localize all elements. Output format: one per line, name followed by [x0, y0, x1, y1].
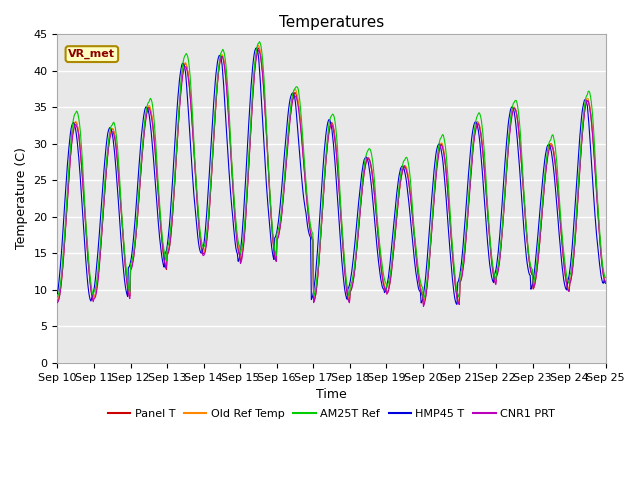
AM25T Ref: [255, 39, 263, 45]
Panel T: [205, 220, 212, 226]
AM25T Ref: [602, 275, 609, 280]
Panel T: [54, 298, 61, 303]
CNR1 PRT: [63, 198, 71, 204]
Line: Panel T: Panel T: [58, 48, 605, 304]
CNR1 PRT: [602, 280, 609, 286]
Old Ref Temp: [120, 244, 127, 250]
CNR1 PRT: [255, 47, 262, 53]
AM25T Ref: [63, 190, 71, 195]
AM25T Ref: [54, 294, 61, 300]
CNR1 PRT: [120, 245, 127, 251]
Old Ref Temp: [420, 301, 428, 307]
CNR1 PRT: [420, 303, 428, 309]
Line: HMP45 T: HMP45 T: [58, 48, 605, 304]
Old Ref Temp: [175, 104, 183, 109]
HMP45 T: [415, 287, 422, 292]
Old Ref Temp: [205, 217, 212, 223]
Panel T: [415, 276, 422, 282]
HMP45 T: [453, 301, 461, 307]
CNR1 PRT: [399, 166, 406, 172]
CNR1 PRT: [54, 300, 61, 306]
AM25T Ref: [175, 101, 183, 107]
HMP45 T: [63, 163, 71, 169]
X-axis label: Time: Time: [316, 388, 347, 401]
HMP45 T: [175, 78, 183, 84]
Panel T: [175, 104, 183, 110]
Old Ref Temp: [63, 196, 71, 202]
AM25T Ref: [420, 296, 428, 301]
CNR1 PRT: [415, 278, 422, 284]
Text: VR_met: VR_met: [68, 49, 115, 59]
Legend: Panel T, Old Ref Temp, AM25T Ref, HMP45 T, CNR1 PRT: Panel T, Old Ref Temp, AM25T Ref, HMP45 …: [104, 405, 559, 423]
Line: AM25T Ref: AM25T Ref: [58, 42, 605, 299]
HMP45 T: [205, 186, 212, 192]
AM25T Ref: [415, 271, 422, 276]
Old Ref Temp: [602, 279, 609, 285]
Old Ref Temp: [399, 166, 406, 172]
Old Ref Temp: [415, 275, 422, 281]
Line: Old Ref Temp: Old Ref Temp: [58, 45, 605, 304]
HMP45 T: [253, 45, 260, 51]
Line: CNR1 PRT: CNR1 PRT: [58, 50, 605, 306]
HMP45 T: [602, 280, 609, 286]
CNR1 PRT: [175, 107, 183, 113]
CNR1 PRT: [205, 220, 212, 226]
AM25T Ref: [205, 214, 212, 219]
Old Ref Temp: [254, 42, 262, 48]
HMP45 T: [399, 163, 406, 169]
Panel T: [120, 243, 127, 249]
Panel T: [255, 45, 262, 51]
HMP45 T: [54, 291, 61, 297]
HMP45 T: [120, 270, 127, 276]
Panel T: [63, 197, 71, 203]
Old Ref Temp: [54, 299, 61, 304]
Panel T: [399, 167, 406, 173]
Panel T: [420, 301, 428, 307]
Panel T: [602, 279, 609, 285]
Y-axis label: Temperature (C): Temperature (C): [15, 147, 28, 250]
Title: Temperatures: Temperatures: [279, 15, 384, 30]
AM25T Ref: [399, 161, 406, 167]
AM25T Ref: [120, 239, 127, 244]
